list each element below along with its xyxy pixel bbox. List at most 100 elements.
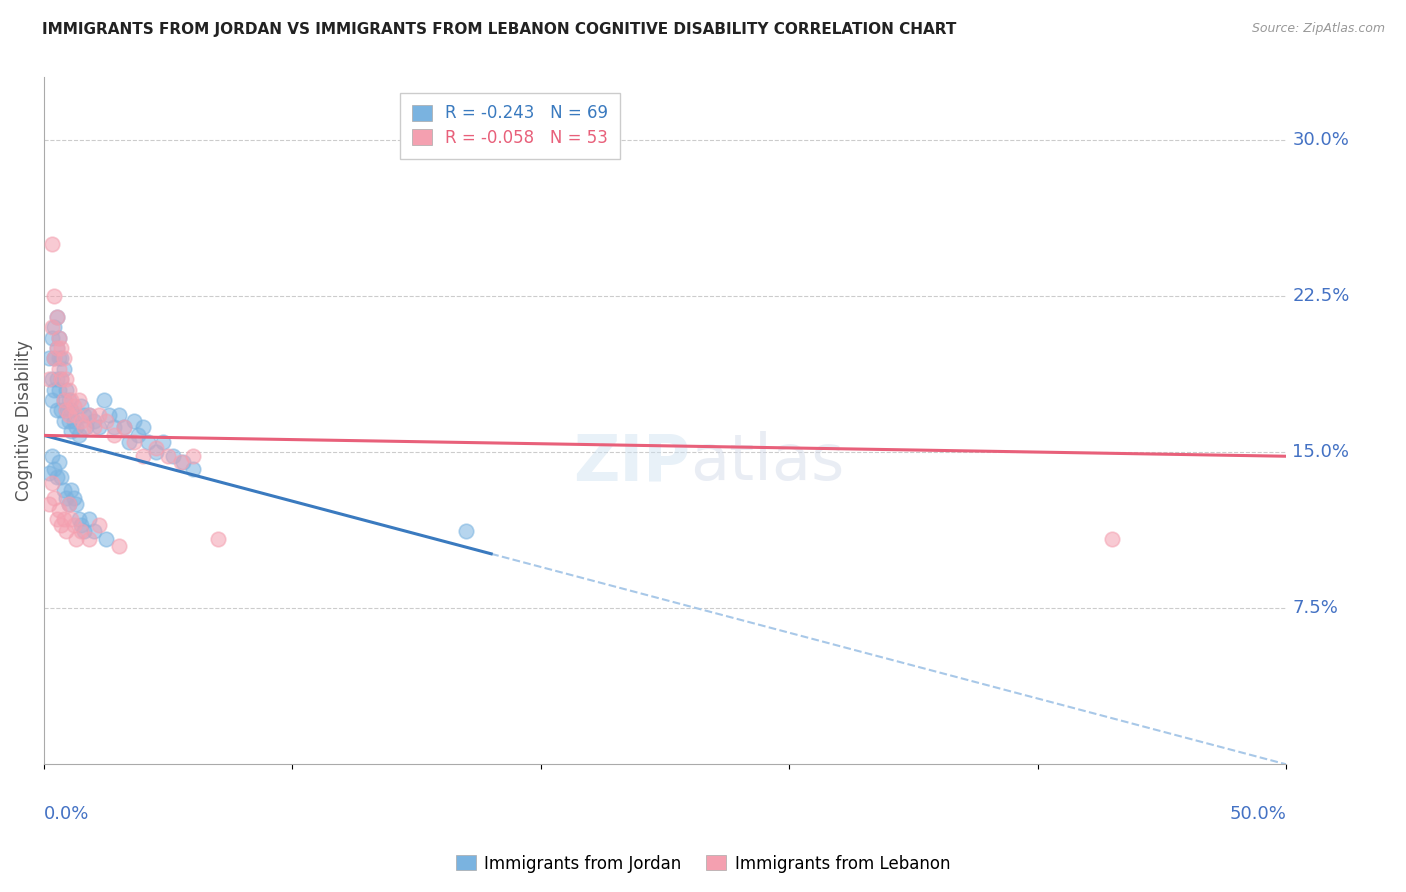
Point — [75, 420, 97, 434]
Point — [162, 449, 184, 463]
Point — [55, 491, 77, 505]
Point — [63, 399, 86, 413]
Point — [77, 408, 100, 422]
Point — [96, 533, 118, 547]
Point — [103, 420, 125, 434]
Point — [53, 511, 76, 525]
Point — [170, 455, 193, 469]
Point — [181, 449, 204, 463]
Point — [103, 428, 125, 442]
Point — [45, 341, 67, 355]
Point — [38, 497, 60, 511]
Point — [48, 503, 70, 517]
Point — [51, 403, 73, 417]
Point — [53, 483, 76, 497]
Text: 15.0%: 15.0% — [1292, 443, 1350, 461]
Point — [112, 420, 135, 434]
Point — [145, 441, 167, 455]
Point — [63, 491, 86, 505]
Point — [45, 372, 67, 386]
Point — [53, 392, 76, 407]
Text: ZIP: ZIP — [572, 431, 690, 493]
Point — [67, 428, 90, 442]
Point — [45, 403, 67, 417]
Point — [51, 517, 73, 532]
Text: 0.0%: 0.0% — [44, 805, 90, 823]
Point — [53, 414, 76, 428]
Point — [53, 361, 76, 376]
Point — [41, 320, 63, 334]
Point — [172, 455, 194, 469]
Point — [152, 434, 174, 449]
Point — [128, 428, 150, 442]
Point — [63, 414, 86, 428]
Point — [138, 434, 160, 449]
Point — [42, 320, 65, 334]
Point — [67, 392, 90, 407]
Point — [87, 408, 110, 422]
Point — [107, 408, 129, 422]
Point — [96, 414, 118, 428]
Legend: R = -0.243   N = 69, R = -0.058   N = 53: R = -0.243 N = 69, R = -0.058 N = 53 — [401, 93, 620, 159]
Point — [93, 392, 115, 407]
Text: 7.5%: 7.5% — [1292, 599, 1339, 617]
Point — [60, 483, 83, 497]
Point — [41, 372, 63, 386]
Point — [73, 408, 96, 422]
Point — [60, 392, 83, 407]
Point — [83, 524, 105, 538]
Point — [58, 408, 80, 422]
Point — [45, 341, 67, 355]
Point — [53, 392, 76, 407]
Point — [42, 491, 65, 505]
Point — [77, 533, 100, 547]
Point — [67, 511, 90, 525]
Point — [112, 420, 135, 434]
Legend: Immigrants from Jordan, Immigrants from Lebanon: Immigrants from Jordan, Immigrants from … — [449, 848, 957, 880]
Point — [45, 511, 67, 525]
Point — [1101, 533, 1123, 547]
Point — [207, 533, 229, 547]
Point — [181, 461, 204, 475]
Point — [48, 361, 70, 376]
Point — [51, 372, 73, 386]
Point — [38, 466, 60, 480]
Point — [157, 449, 180, 463]
Point — [65, 497, 87, 511]
Point — [65, 533, 87, 547]
Point — [70, 414, 93, 428]
Point — [53, 351, 76, 366]
Point — [456, 524, 478, 538]
Point — [38, 372, 60, 386]
Point — [58, 497, 80, 511]
Point — [132, 420, 155, 434]
Point — [58, 383, 80, 397]
Point — [51, 372, 73, 386]
Point — [41, 392, 63, 407]
Point — [60, 403, 83, 417]
Text: 22.5%: 22.5% — [1292, 287, 1350, 305]
Point — [107, 539, 129, 553]
Point — [83, 414, 105, 428]
Point — [48, 330, 70, 344]
Point — [132, 449, 155, 463]
Point — [97, 408, 120, 422]
Point — [65, 420, 87, 434]
Point — [58, 392, 80, 407]
Point — [42, 351, 65, 366]
Point — [48, 455, 70, 469]
Point — [48, 351, 70, 366]
Point — [117, 434, 139, 449]
Point — [45, 470, 67, 484]
Point — [55, 524, 77, 538]
Point — [73, 420, 96, 434]
Point — [55, 403, 77, 417]
Point — [63, 517, 86, 532]
Point — [70, 399, 93, 413]
Point — [48, 383, 70, 397]
Point — [58, 414, 80, 428]
Point — [87, 420, 110, 434]
Point — [41, 236, 63, 251]
Point — [145, 445, 167, 459]
Point — [51, 470, 73, 484]
